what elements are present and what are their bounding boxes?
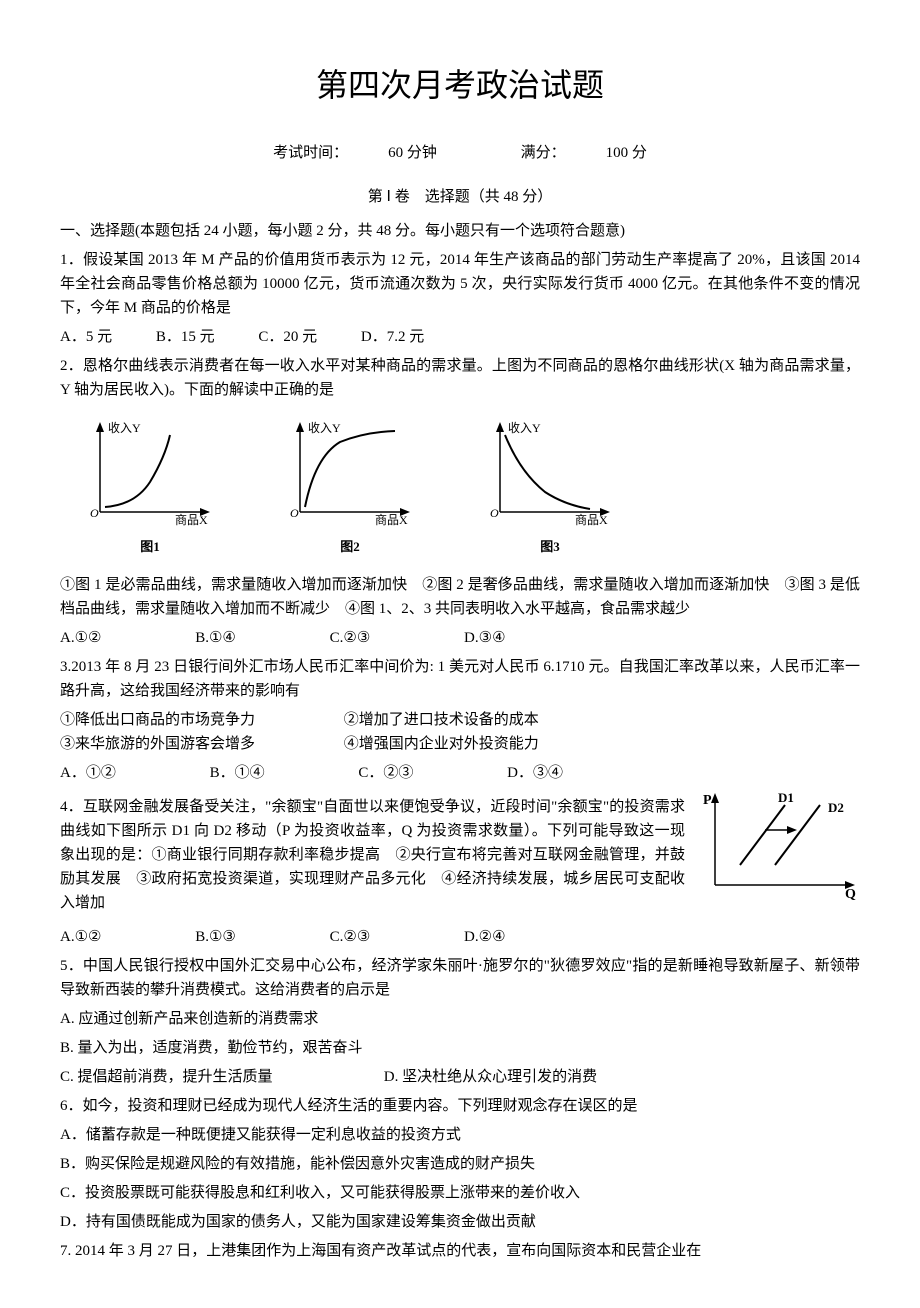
q2-graph-3-label: 图3	[480, 537, 620, 558]
q3-opt-d: D．③④	[507, 761, 563, 785]
axis-origin: O	[290, 506, 299, 520]
q6-opt-b: B．购买保险是规避风险的有效措施，能补偿因意外灾害造成的财产损失	[60, 1152, 860, 1176]
question-1-text: 1．假设某国 2013 年 M 产品的价值用货币表示为 12 元，2014 年生…	[60, 248, 860, 320]
q4-label-p: P	[703, 793, 712, 808]
q2-graph-3-svg: 收入Y O 商品X	[480, 417, 620, 527]
question-7-text: 7. 2014 年 3 月 27 日，上港集团作为上海国有资产改革试点的代表，宣…	[60, 1239, 860, 1263]
page-title: 第四次月考政治试题	[60, 60, 860, 111]
question-6-text: 6．如今，投资和理财已经成为现代人经济生活的重要内容。下列理财观念存在误区的是	[60, 1094, 860, 1118]
question-3-statements: ①降低出口商品的市场竞争力 ②增加了进口技术设备的成本 ③来华旅游的外国游客会增…	[60, 708, 860, 756]
q2-graph-3: 收入Y O 商品X 图3	[480, 417, 620, 558]
q3-s1: ①降低出口商品的市场竞争力	[60, 708, 340, 732]
q2-graph-1-svg: 收入Y O 商品X	[80, 417, 220, 527]
q2-graph-1-label: 图1	[80, 537, 220, 558]
q3-s4: ④增强国内企业对外投资能力	[344, 736, 539, 752]
axis-x-label: 商品X	[175, 512, 208, 527]
q4-graph-svg: P Q D1 D2	[700, 790, 860, 900]
q2-opt-b: B.①④	[195, 626, 236, 650]
q2-graph-1: 收入Y O 商品X 图1	[80, 417, 220, 558]
question-2-text: 2．恩格尔曲线表示消费者在每一收入水平对某种商品的需求量。上图为不同商品的恩格尔…	[60, 354, 860, 402]
axis-x-label: 商品X	[375, 512, 408, 527]
axis-y-label: 收入Y	[508, 421, 541, 435]
q1-opt-b: B．15 元	[156, 325, 215, 349]
q2-opt-c: C.②③	[330, 626, 371, 650]
question-4-options: A.①② B.①③ C.②③ D.②④	[60, 925, 860, 949]
axis-y-label: 收入Y	[108, 421, 141, 435]
q2-graphs-row: 收入Y O 商品X 图1 收入Y O 商品X 图2 收入Y O 商品X	[60, 417, 860, 558]
q4-graph: P Q D1 D2	[700, 790, 860, 908]
section-header: 第 Ⅰ 卷 选择题（共 48 分）	[60, 185, 860, 209]
axis-origin: O	[90, 506, 99, 520]
axis-y-label: 收入Y	[308, 421, 341, 435]
question-2-statements: ①图 1 是必需品曲线，需求量随收入增加而逐渐加快 ②图 2 是奢侈品曲线，需求…	[60, 573, 860, 621]
q4-opt-b: B.①③	[195, 925, 236, 949]
q4-opt-d: D.②④	[464, 925, 505, 949]
q5-opt-cd: C. 提倡超前消费，提升生活质量 D. 坚决杜绝从众心理引发的消费	[60, 1065, 860, 1089]
q6-opt-d: D．持有国债既能成为国家的债务人，又能为国家建设筹集资金做出贡献	[60, 1210, 860, 1234]
q1-opt-d: D．7.2 元	[361, 325, 424, 349]
q4-opt-c: C.②③	[330, 925, 371, 949]
q2-opt-a: A.①②	[60, 626, 101, 650]
q2-graph-2-svg: 收入Y O 商品X	[280, 417, 420, 527]
q3-s3: ③来华旅游的外国游客会增多	[60, 732, 340, 756]
exam-score: 满分：100 分	[501, 145, 667, 161]
q2-graph-2-label: 图2	[280, 537, 420, 558]
q2-opt-d: D.③④	[464, 626, 505, 650]
question-1-options: A．5 元 B．15 元 C．20 元 D．7.2 元	[60, 325, 860, 349]
exam-time: 考试时间：60 分钟	[253, 145, 457, 161]
question-3-text: 3.2013 年 8 月 23 日银行间外汇市场人民币汇率中间价为: 1 美元对…	[60, 655, 860, 703]
q4-label-d2: D2	[828, 800, 844, 815]
q6-opt-a: A．储蓄存款是一种既便捷又能获得一定利息收益的投资方式	[60, 1123, 860, 1147]
q5-opt-b: B. 量入为出，适度消费，勤俭节约，艰苦奋斗	[60, 1036, 860, 1060]
q2-graph-2: 收入Y O 商品X 图2	[280, 417, 420, 558]
q3-opt-b: B．①④	[210, 761, 265, 785]
q4-label-q: Q	[845, 887, 856, 900]
q6-opt-c: C．投资股票既可能获得股息和红利收入，又可能获得股票上涨带来的差价收入	[60, 1181, 860, 1205]
axis-origin: O	[490, 506, 499, 520]
q4-opt-a: A.①②	[60, 925, 101, 949]
q3-s2: ②增加了进口技术设备的成本	[344, 712, 539, 728]
q5-opt-a: A. 应通过创新产品来创造新的消费需求	[60, 1007, 860, 1031]
q3-opt-a: A．①②	[60, 761, 116, 785]
question-5-text: 5．中国人民银行授权中国外汇交易中心公布，经济学家朱丽叶·施罗尔的"狄德罗效应"…	[60, 954, 860, 1002]
q3-opt-c: C．②③	[358, 761, 413, 785]
q1-opt-a: A．5 元	[60, 325, 112, 349]
q4-label-d1: D1	[778, 790, 794, 805]
question-2-options: A.①② B.①④ C.②③ D.③④	[60, 626, 860, 650]
question-3-options: A．①② B．①④ C．②③ D．③④	[60, 761, 860, 785]
axis-x-label: 商品X	[575, 512, 608, 527]
exam-info: 考试时间：60 分钟 满分：100 分	[60, 141, 860, 165]
section-instructions: 一、选择题(本题包括 24 小题，每小题 2 分，共 48 分。每小题只有一个选…	[60, 219, 860, 243]
q1-opt-c: C．20 元	[258, 325, 317, 349]
